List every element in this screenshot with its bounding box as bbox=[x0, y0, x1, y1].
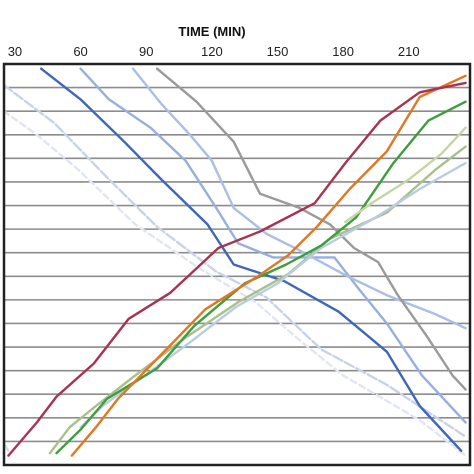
series-line-3 bbox=[40, 67, 463, 452]
series-line-9 bbox=[55, 100, 467, 455]
series-line-10 bbox=[70, 74, 467, 457]
series-line-4 bbox=[79, 67, 467, 424]
series-line-2 bbox=[2, 83, 467, 438]
x-tick-label: 90 bbox=[139, 44, 153, 59]
x-tick-label: 30 bbox=[8, 44, 22, 59]
series-line-11 bbox=[7, 81, 467, 457]
x-axis-title: TIME (MIN) bbox=[178, 24, 245, 39]
series-line-12 bbox=[344, 126, 467, 224]
series-layer bbox=[2, 67, 467, 457]
x-tick-label: 60 bbox=[73, 44, 87, 59]
x-tick-label: 150 bbox=[267, 44, 289, 59]
horizontal-gridlines bbox=[4, 86, 470, 443]
x-axis-tick-labels: 30 60 90 120 150 180 210 bbox=[8, 44, 420, 59]
x-tick-label: 180 bbox=[332, 44, 354, 59]
x-tick-label: 210 bbox=[398, 44, 420, 59]
plot-frame bbox=[2, 62, 472, 467]
x-tick-label: 120 bbox=[201, 44, 223, 59]
series-line-1 bbox=[2, 109, 467, 457]
series-line-8 bbox=[79, 161, 467, 429]
